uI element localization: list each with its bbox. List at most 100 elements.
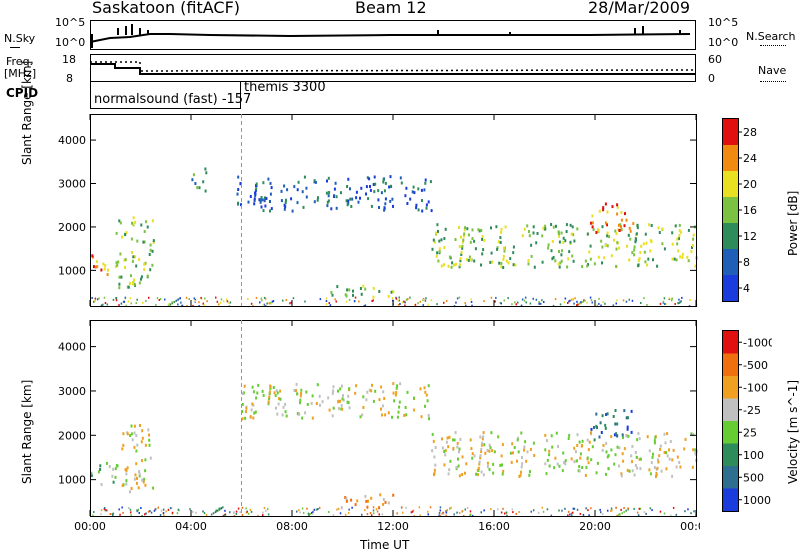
velocity-cell xyxy=(515,512,517,515)
power-cell xyxy=(569,299,571,302)
power-cell xyxy=(388,185,391,189)
power-cell xyxy=(254,194,257,197)
velocity-cell xyxy=(398,400,401,404)
power-cell xyxy=(590,299,593,302)
power-cell xyxy=(325,303,328,306)
velocity-xtick-label: 16:00 xyxy=(478,520,510,533)
power-cell xyxy=(438,239,441,243)
velocity-cell xyxy=(569,513,571,516)
nsky-label: N.Sky xyxy=(4,32,36,45)
power-cell xyxy=(588,250,591,254)
power-cell xyxy=(541,299,543,302)
power-cell xyxy=(458,245,461,248)
power-cell xyxy=(383,208,386,212)
power-cell xyxy=(597,255,600,259)
velocity-cell xyxy=(625,434,628,438)
power-cell xyxy=(631,299,634,302)
velocity-cell xyxy=(224,509,226,512)
velocity-cell xyxy=(456,511,458,514)
velocity-cell xyxy=(176,512,179,515)
velocity-cell xyxy=(337,400,340,404)
noise-ytick-top: 10^5 xyxy=(55,16,86,29)
power-cell xyxy=(236,192,239,196)
power-cell xyxy=(649,249,652,253)
velocity-cell xyxy=(299,511,301,514)
velocity-region xyxy=(241,382,430,421)
power-cell xyxy=(503,249,506,253)
power-cell xyxy=(569,223,572,227)
power-colorbar-swatch xyxy=(722,275,738,302)
power-cell xyxy=(662,300,665,303)
power-cell xyxy=(192,304,194,307)
power-colorbar-swatch xyxy=(722,197,738,224)
velocity-cell xyxy=(484,451,487,455)
power-cell xyxy=(619,223,622,227)
velocity-cell xyxy=(511,442,514,446)
power-cell xyxy=(600,239,603,243)
power-colorbar-tick-label: 12 xyxy=(743,230,757,243)
power-cell xyxy=(115,297,118,299)
velocity-cell xyxy=(616,445,619,449)
velocity-cell xyxy=(144,513,146,516)
power-cell xyxy=(671,257,674,261)
power-cell xyxy=(568,250,571,254)
power-cell xyxy=(469,240,472,244)
power-cell xyxy=(560,231,563,235)
power-cell xyxy=(283,184,286,188)
power-cell xyxy=(357,200,360,204)
power-cell xyxy=(220,298,223,301)
velocity-cell xyxy=(318,394,321,398)
power-cell xyxy=(656,264,659,268)
velocity-cell xyxy=(298,509,300,512)
velocity-cell xyxy=(344,496,347,499)
power-cell xyxy=(470,258,473,262)
power-cell xyxy=(384,202,387,206)
velocity-cell xyxy=(282,405,285,409)
velocity-cell xyxy=(318,506,321,509)
velocity-cell xyxy=(112,480,115,484)
velocity-cell xyxy=(500,454,503,458)
velocity-cell xyxy=(243,384,246,388)
velocity-cell xyxy=(654,435,657,439)
velocity-cell xyxy=(90,471,93,475)
power-cell xyxy=(589,257,592,261)
velocity-cell xyxy=(605,472,607,476)
power-cell xyxy=(360,186,363,190)
power-cell xyxy=(507,297,509,300)
velocity-cell xyxy=(470,447,473,451)
power-cell xyxy=(326,200,329,204)
power-cell xyxy=(203,304,206,307)
velocity-cell xyxy=(311,394,314,398)
power-cell xyxy=(586,301,588,304)
velocity-cell xyxy=(341,407,344,411)
power-cell xyxy=(451,261,454,265)
power-cell xyxy=(406,202,409,205)
power-cell xyxy=(424,181,427,185)
velocity-colorbar-swatch xyxy=(722,353,738,377)
power-cell xyxy=(692,237,695,241)
power-cell xyxy=(668,297,670,300)
power-cell xyxy=(470,298,472,301)
power-cell xyxy=(470,301,473,303)
power-cell xyxy=(460,253,463,256)
power-cell xyxy=(384,197,387,201)
velocity-cell xyxy=(160,509,163,512)
power-cell xyxy=(435,254,438,258)
velocity-cell xyxy=(332,385,335,389)
velocity-cell xyxy=(112,467,115,471)
velocity-cell xyxy=(558,464,561,468)
power-cell xyxy=(629,237,632,241)
power-cell xyxy=(371,300,373,302)
velocity-cell xyxy=(272,386,275,389)
power-cell xyxy=(350,205,353,208)
power-cell xyxy=(500,302,502,305)
power-cell xyxy=(297,180,300,184)
velocity-cell xyxy=(636,511,639,514)
power-cell xyxy=(564,297,567,300)
power-cell xyxy=(432,238,435,242)
power-cell xyxy=(624,212,626,216)
power-cell xyxy=(345,300,348,303)
power-cell xyxy=(598,297,600,300)
power-cell xyxy=(255,182,258,186)
velocity-cell xyxy=(365,398,368,402)
